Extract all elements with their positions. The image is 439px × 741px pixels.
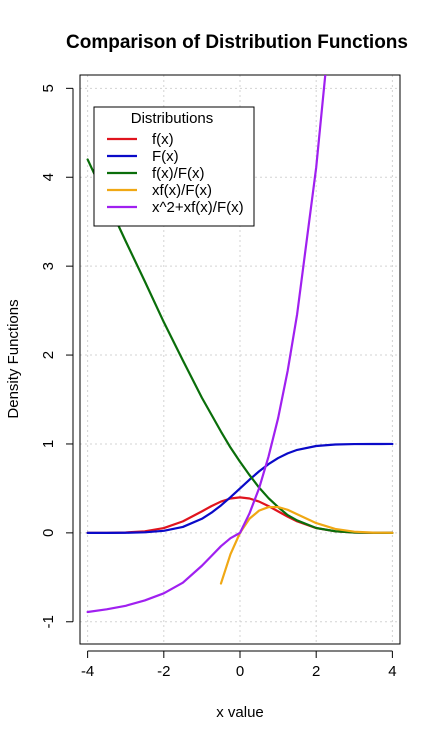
x-axis: -4 -2 0 2 4 [81,650,397,680]
y-axis-label: Density Functions [5,299,22,418]
legend-label: xf(x)/F(x) [152,182,212,199]
legend-label: F(x) [152,148,179,165]
legend-label: f(x) [152,131,174,148]
series-line-5 [86,75,327,614]
plot-frame [79,74,401,645]
y-tick-label: -1 [40,615,57,628]
legend-label: f(x)/F(x) [152,165,204,182]
y-tick-label: 3 [40,262,57,270]
x-tick-label: -2 [157,663,170,680]
y-tick-label: 5 [40,84,57,92]
chart-title: Comparison of Distribution Functions [66,32,408,53]
x-tick-label: 2 [312,663,320,680]
legend-label: x^2+xf(x)/F(x) [152,199,244,216]
x-tick-label: 4 [388,663,396,680]
legend-title: Distributions [131,110,214,127]
y-tick-label: 0 [40,529,57,537]
series-layer [86,75,394,614]
x-tick-label: 0 [236,663,244,680]
legend: Distributions f(x)F(x)f(x)/F(x)xf(x)/F(x… [93,106,255,227]
x-tick-label: -4 [81,663,94,680]
y-tick-label: 2 [40,351,57,359]
y-tick-label: 4 [40,173,57,181]
series-line-2 [86,442,394,534]
y-tick-label: 1 [40,440,57,448]
y-axis: -1 0 1 2 3 4 5 [40,84,74,628]
x-axis-label: x value [216,704,264,721]
series-line-3 [86,158,394,534]
